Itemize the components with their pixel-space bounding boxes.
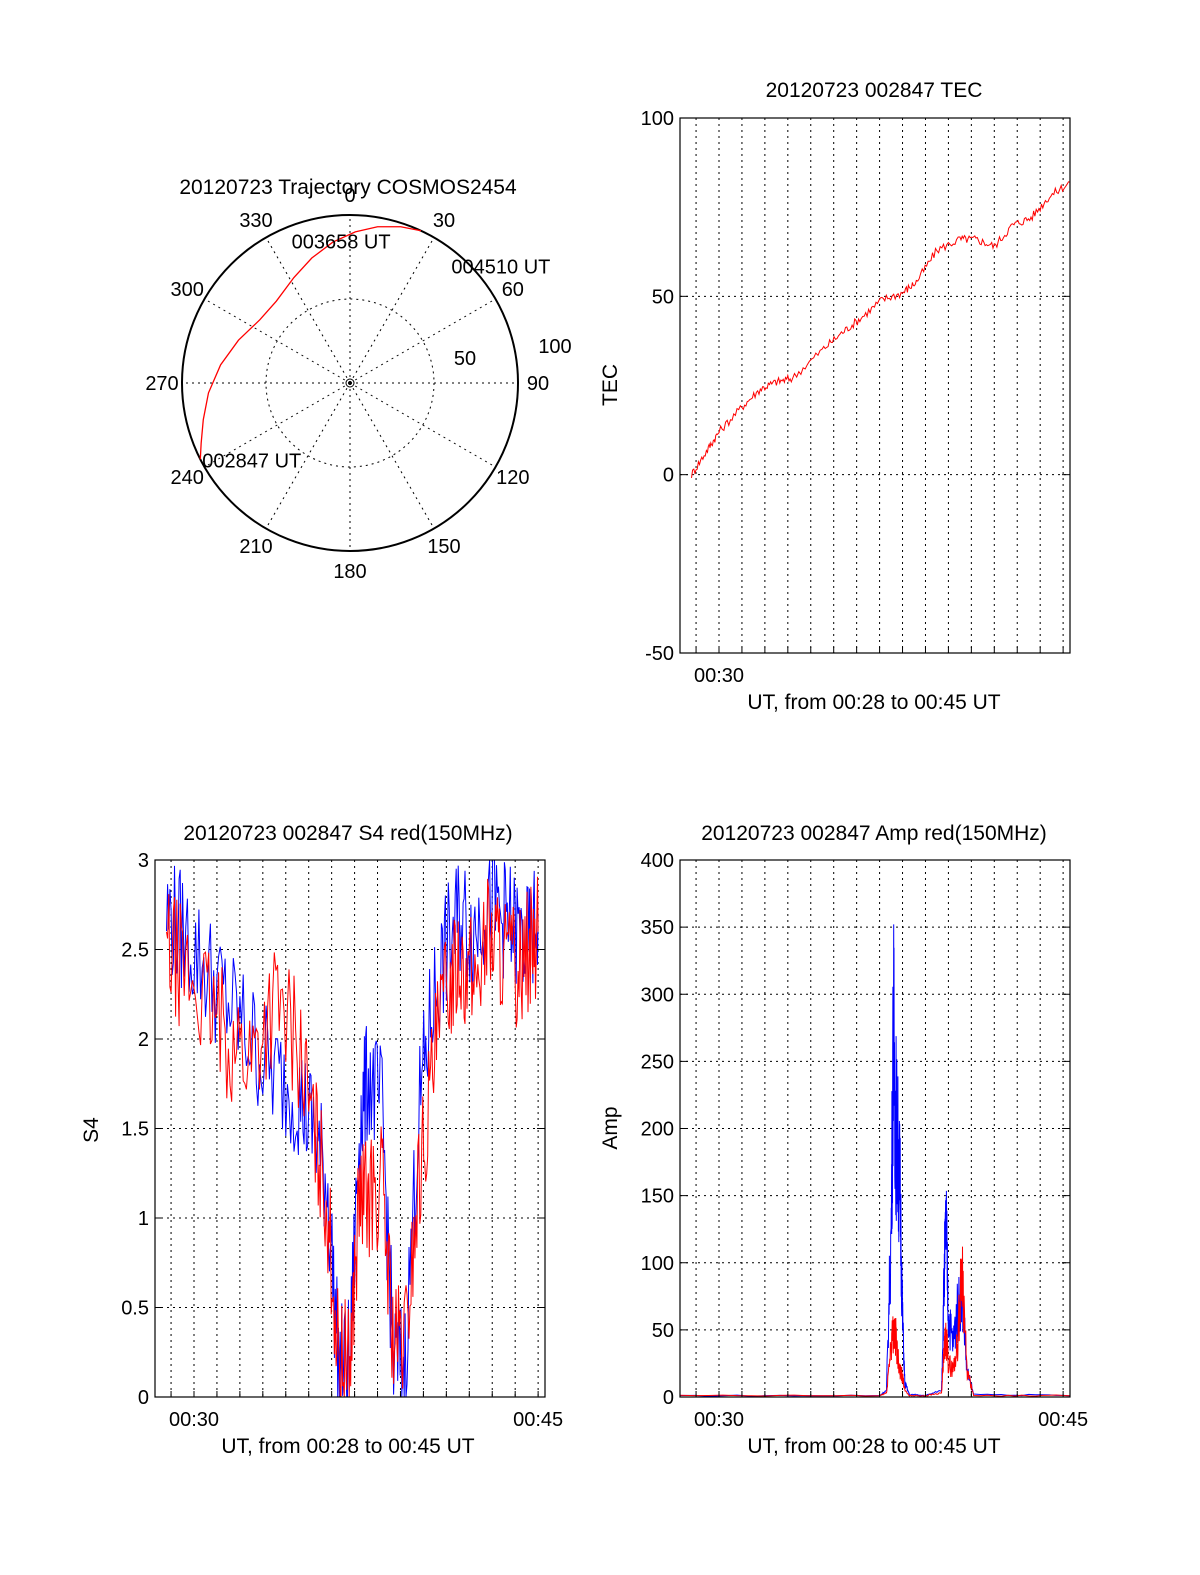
amp-xlabel: UT, from 00:28 to 00:45 UT xyxy=(747,1435,1000,1458)
x-tick-label: 00:45 xyxy=(513,1409,563,1431)
azimuth-label: 270 xyxy=(145,373,178,395)
tec-ticks: -50 0 50 100 00:30 xyxy=(641,108,1070,687)
y-tick-label: 150 xyxy=(641,1186,674,1208)
azimuth-label: 330 xyxy=(239,210,272,232)
s4-series xyxy=(166,859,539,1398)
polar-spoke xyxy=(265,382,351,529)
tec-grid xyxy=(680,118,1070,653)
s4-ylabel: S4 xyxy=(80,1117,103,1143)
series-line-blue xyxy=(679,924,1071,1397)
polar-spoke xyxy=(349,382,496,468)
tec-xlabel: UT, from 00:28 to 00:45 UT xyxy=(747,691,1000,714)
azimuth-label: 120 xyxy=(496,467,529,489)
polar-spoke xyxy=(204,382,351,468)
polar-azimuth-labels: 0 30 60 90 120 150 180 210 240 270 300 330 xyxy=(145,185,549,583)
x-tick-label: 00:45 xyxy=(1038,1409,1088,1431)
trajectory-line xyxy=(199,226,422,460)
x-tick-label: 00:30 xyxy=(694,1409,744,1431)
y-tick-label: 350 xyxy=(641,917,674,939)
y-tick-label: 1.5 xyxy=(121,1119,149,1141)
azimuth-label: 180 xyxy=(333,561,366,583)
amp-ticks: 0 50 100 150 200 250 300 350 400 00:30 00:45 xyxy=(641,850,1089,1431)
polar-elevation-labels: 50 100 xyxy=(454,336,572,370)
y-tick-label: 50 xyxy=(652,1320,674,1342)
s4-title: 20120723 002847 S4 red(150MHz) xyxy=(183,822,512,845)
trajectory-path xyxy=(199,226,422,460)
azimuth-label: 60 xyxy=(502,279,524,301)
series-line-red xyxy=(691,181,1071,478)
elevation-label: 50 xyxy=(454,348,476,370)
polar-title: 20120723 Trajectory COSMOS2454 xyxy=(179,176,517,199)
azimuth-label: 240 xyxy=(170,467,203,489)
s4-ticks: 0 0.5 1 1.5 2 2.5 3 00:30 00:45 xyxy=(121,850,563,1431)
amp-panel: 20120723 002847 Amp red(150MHz) 0 50 100 15… xyxy=(599,822,1088,1458)
amp-grid xyxy=(680,860,1070,1397)
polar-spoke xyxy=(265,237,351,384)
y-tick-label: 100 xyxy=(641,108,674,130)
trajectory-annotation: 004510 UT xyxy=(451,257,550,279)
s4-panel: 20120723 002847 S4 red(150MHz) 0 0.5 1 1.5 2… xyxy=(80,822,563,1458)
y-tick-label: 0 xyxy=(138,1387,149,1409)
tec-plot-frame xyxy=(679,117,1071,654)
y-tick-label: 50 xyxy=(652,286,674,308)
y-tick-label: -50 xyxy=(645,643,674,665)
tec-panel: 20120723 002847 TEC -50 0 50 100 00:30 UT, f… xyxy=(599,79,1071,714)
trajectory-annotation: 003658 UT xyxy=(292,232,391,254)
polar-spoke xyxy=(349,237,435,384)
polar-outer-ring xyxy=(181,214,519,552)
polar-spoke xyxy=(349,382,435,529)
y-tick-label: 200 xyxy=(641,1119,674,1141)
tec-title: 20120723 002847 TEC xyxy=(766,79,983,102)
y-tick-label: 0 xyxy=(663,465,674,487)
polar-trajectory-panel: 20120723 Trajectory COSMOS2454 0 30 60 90 12… xyxy=(145,176,571,583)
polar-spoke xyxy=(204,298,351,384)
series-line-red xyxy=(166,876,539,1398)
y-tick-label: 300 xyxy=(641,984,674,1006)
s4-xlabel: UT, from 00:28 to 00:45 UT xyxy=(221,1435,474,1458)
azimuth-label: 210 xyxy=(239,536,272,558)
amp-title: 20120723 002847 Amp red(150MHz) xyxy=(701,822,1047,845)
y-tick-label: 1 xyxy=(138,1208,149,1230)
azimuth-label: 300 xyxy=(170,279,203,301)
y-tick-label: 250 xyxy=(641,1051,674,1073)
polar-center-mark xyxy=(345,378,355,388)
amp-series xyxy=(679,924,1071,1397)
y-tick-label: 400 xyxy=(641,850,674,872)
y-tick-label: 3 xyxy=(138,850,149,872)
y-tick-label: 2.5 xyxy=(121,940,149,962)
s4-grid xyxy=(155,860,545,1397)
azimuth-label: 150 xyxy=(427,536,460,558)
y-tick-label: 2 xyxy=(138,1029,149,1051)
y-tick-label: 0.5 xyxy=(121,1298,149,1320)
x-tick-label: 00:30 xyxy=(694,665,744,687)
trajectory-annotations: 002847 UT 003658 UT 004510 UT xyxy=(202,232,550,473)
trajectory-annotation: 002847 UT xyxy=(202,450,301,472)
polar-grid xyxy=(181,214,519,552)
polar-spoke xyxy=(349,298,496,384)
azimuth-label: 0 xyxy=(344,185,355,207)
y-tick-label: 0 xyxy=(663,1387,674,1409)
y-tick-label: 100 xyxy=(641,1253,674,1275)
amp-ylabel: Amp xyxy=(599,1106,622,1149)
azimuth-label: 30 xyxy=(433,210,455,232)
elevation-label: 100 xyxy=(538,336,571,358)
x-tick-label: 00:30 xyxy=(169,1409,219,1431)
tec-series xyxy=(691,181,1071,478)
series-line-red xyxy=(679,1246,1071,1397)
tec-ylabel: TEC xyxy=(599,364,622,406)
azimuth-label: 90 xyxy=(527,373,549,395)
